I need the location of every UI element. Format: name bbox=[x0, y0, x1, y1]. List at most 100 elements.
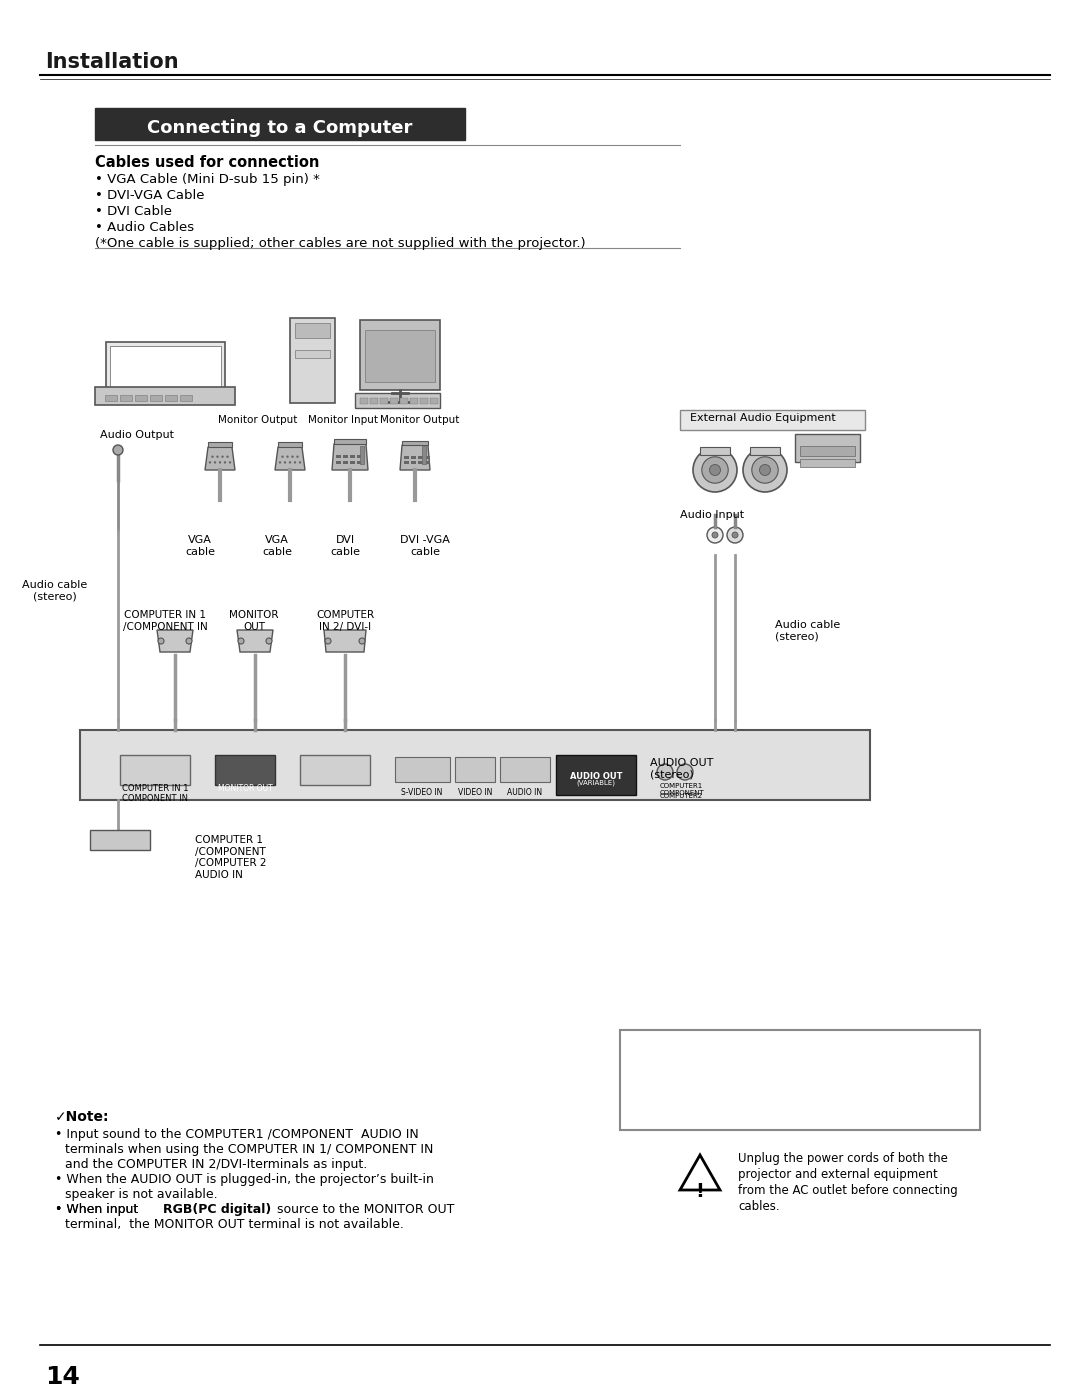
Bar bbox=[400, 398, 408, 404]
Text: • When the AUDIO OUT is plugged-in, the projector’s built-in: • When the AUDIO OUT is plugged-in, the … bbox=[55, 1173, 434, 1186]
Text: • Input sound to the COMPUTER1 /COMPONENT  AUDIO IN: • Input sound to the COMPUTER1 /COMPONEN… bbox=[55, 1127, 419, 1141]
Text: MONITOR
OUT: MONITOR OUT bbox=[229, 610, 279, 631]
Polygon shape bbox=[400, 446, 430, 469]
Text: cables.: cables. bbox=[738, 1200, 780, 1213]
Text: Installation: Installation bbox=[45, 52, 178, 73]
Bar bbox=[106, 342, 225, 391]
Circle shape bbox=[702, 457, 728, 483]
Text: !: ! bbox=[696, 1182, 704, 1201]
Text: DVI -VGA
cable: DVI -VGA cable bbox=[400, 535, 450, 556]
Bar bbox=[750, 447, 781, 454]
Bar bbox=[390, 398, 399, 404]
Circle shape bbox=[266, 638, 272, 644]
Text: MONITOR OUT: MONITOR OUT bbox=[218, 784, 272, 793]
Bar bbox=[700, 447, 730, 454]
Bar bbox=[426, 455, 430, 458]
Bar bbox=[411, 461, 416, 464]
Text: COMPUTER
IN 2/ DVI-I: COMPUTER IN 2/ DVI-I bbox=[316, 610, 374, 631]
Text: • When input: • When input bbox=[55, 1203, 143, 1215]
Bar bbox=[418, 455, 423, 458]
Text: Monitor Input: Monitor Input bbox=[308, 415, 378, 425]
Text: ✓Note:: ✓Note: bbox=[55, 1111, 109, 1125]
Circle shape bbox=[284, 461, 286, 464]
Circle shape bbox=[212, 455, 214, 458]
Bar bbox=[404, 455, 409, 458]
Text: Monitor Output: Monitor Output bbox=[380, 415, 459, 425]
Circle shape bbox=[296, 455, 299, 458]
Bar bbox=[411, 455, 416, 458]
Circle shape bbox=[359, 638, 365, 644]
Circle shape bbox=[657, 764, 673, 780]
Circle shape bbox=[286, 455, 288, 458]
Polygon shape bbox=[332, 444, 368, 469]
Bar bbox=[120, 754, 190, 785]
Bar bbox=[165, 395, 177, 401]
Text: • VGA Cable (Mini D-sub 15 pin) *: • VGA Cable (Mini D-sub 15 pin) * bbox=[95, 173, 320, 186]
Bar bbox=[360, 446, 364, 464]
Text: and the COMPUTER IN 2/DVI-Iterminals as input.: and the COMPUTER IN 2/DVI-Iterminals as … bbox=[65, 1158, 367, 1171]
Bar bbox=[422, 446, 426, 464]
Bar bbox=[150, 395, 162, 401]
Bar bbox=[355, 393, 440, 408]
Bar bbox=[360, 398, 368, 404]
Bar bbox=[357, 461, 362, 464]
Polygon shape bbox=[157, 630, 193, 652]
Text: projector and external equipment: projector and external equipment bbox=[738, 1168, 937, 1180]
Bar bbox=[300, 754, 370, 785]
Text: Audio cable
(stereo): Audio cable (stereo) bbox=[775, 620, 840, 641]
Bar bbox=[380, 398, 388, 404]
Circle shape bbox=[325, 638, 330, 644]
Circle shape bbox=[113, 446, 123, 455]
Bar bbox=[680, 409, 865, 430]
Bar bbox=[426, 461, 430, 464]
Circle shape bbox=[216, 455, 218, 458]
Bar bbox=[343, 461, 348, 464]
Text: External Audio Equipment: External Audio Equipment bbox=[690, 414, 836, 423]
Bar bbox=[350, 461, 355, 464]
Circle shape bbox=[229, 461, 231, 464]
Text: AUDIO OUT: AUDIO OUT bbox=[570, 773, 622, 781]
Bar bbox=[395, 757, 450, 782]
Bar bbox=[420, 398, 428, 404]
Circle shape bbox=[677, 764, 693, 780]
Polygon shape bbox=[237, 630, 273, 652]
Bar bbox=[90, 830, 150, 849]
Bar bbox=[800, 460, 855, 467]
Bar bbox=[215, 754, 275, 785]
Bar bbox=[295, 349, 330, 358]
Text: (VARIABLE): (VARIABLE) bbox=[577, 780, 616, 787]
Bar bbox=[418, 461, 423, 464]
Bar bbox=[620, 1030, 980, 1130]
Circle shape bbox=[693, 448, 737, 492]
Bar bbox=[208, 441, 232, 447]
Text: COMPUTER IN 1
COMPONENT IN: COMPUTER IN 1 COMPONENT IN bbox=[122, 784, 188, 803]
Text: • DVI Cable: • DVI Cable bbox=[95, 205, 172, 218]
Bar bbox=[370, 398, 378, 404]
Bar bbox=[500, 757, 550, 782]
Circle shape bbox=[299, 461, 301, 464]
Text: AUDIO IN: AUDIO IN bbox=[508, 788, 542, 798]
Bar bbox=[800, 446, 855, 455]
Bar bbox=[120, 395, 132, 401]
Text: speaker is not available.: speaker is not available. bbox=[65, 1187, 218, 1201]
Text: DVI
cable: DVI cable bbox=[330, 535, 360, 556]
Text: • When input: • When input bbox=[55, 1203, 143, 1215]
Polygon shape bbox=[205, 447, 235, 469]
Circle shape bbox=[710, 464, 720, 475]
Bar bbox=[95, 108, 465, 140]
Text: AUDIO OUT
(stereo): AUDIO OUT (stereo) bbox=[650, 759, 714, 780]
Text: terminals when using the COMPUTER IN 1/ COMPONENT IN: terminals when using the COMPUTER IN 1/ … bbox=[65, 1143, 433, 1155]
Bar bbox=[556, 754, 636, 795]
Polygon shape bbox=[275, 447, 305, 469]
Bar bbox=[430, 398, 438, 404]
Bar bbox=[350, 455, 355, 458]
Text: VGA
cable: VGA cable bbox=[185, 535, 215, 556]
Bar bbox=[795, 434, 860, 462]
Bar bbox=[357, 455, 362, 458]
Text: Audio cable
(stereo): Audio cable (stereo) bbox=[23, 580, 87, 602]
Bar bbox=[343, 455, 348, 458]
Circle shape bbox=[752, 457, 779, 483]
Circle shape bbox=[712, 532, 718, 538]
Bar bbox=[278, 441, 302, 447]
Bar bbox=[402, 440, 428, 446]
